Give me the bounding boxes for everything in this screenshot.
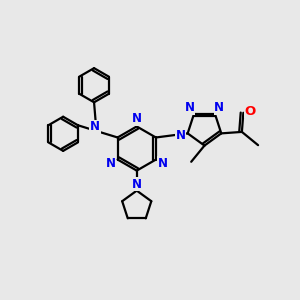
Text: N: N <box>132 178 142 191</box>
Text: N: N <box>132 112 142 125</box>
Text: N: N <box>90 120 100 133</box>
Text: N: N <box>185 101 195 114</box>
Text: N: N <box>176 129 186 142</box>
Text: N: N <box>158 157 168 170</box>
Text: O: O <box>244 105 256 118</box>
Text: N: N <box>214 101 224 114</box>
Text: N: N <box>106 157 116 170</box>
